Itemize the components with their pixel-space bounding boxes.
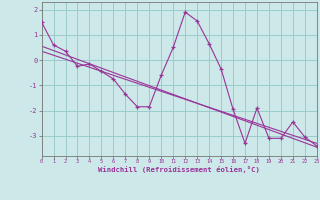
X-axis label: Windchill (Refroidissement éolien,°C): Windchill (Refroidissement éolien,°C) <box>98 166 260 173</box>
